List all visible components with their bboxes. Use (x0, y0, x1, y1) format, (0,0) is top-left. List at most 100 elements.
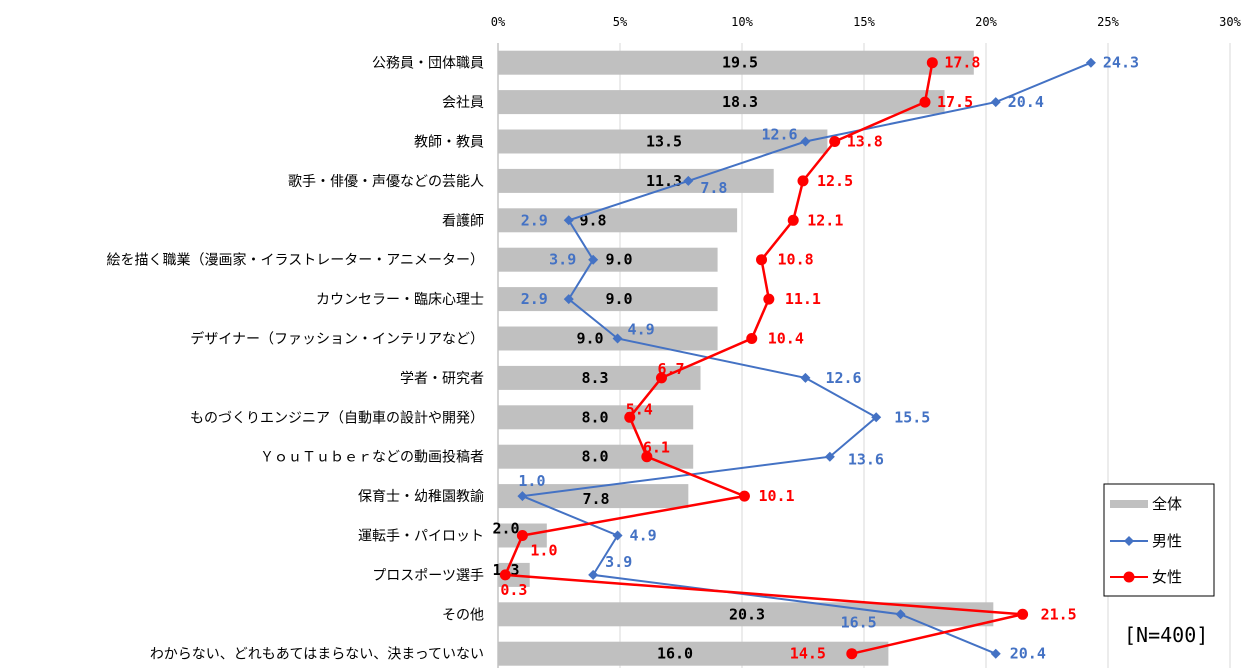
male-value-label: 16.5 (841, 613, 877, 631)
category-label: ＹｏｕＴｕｂｅｒなどの動画投稿者 (260, 450, 484, 466)
legend-marker-circle (1123, 571, 1135, 583)
female-value-label: 17.5 (937, 93, 973, 111)
male-point (1085, 57, 1096, 68)
male-point (588, 254, 599, 265)
female-value-label: 0.3 (500, 581, 527, 599)
female-point (1017, 608, 1029, 620)
x-tick-label: 0% (491, 15, 506, 29)
category-label: 会社員 (442, 95, 484, 111)
bar-value-label: 2.0 (492, 520, 519, 538)
male-point (563, 215, 574, 226)
female-point (499, 569, 511, 581)
male-value-label: 3.9 (605, 553, 632, 571)
category-label: プロスポーツ選手 (372, 568, 484, 584)
female-point (624, 411, 636, 423)
male-value-label: 13.6 (848, 451, 884, 469)
male-point (517, 491, 528, 502)
male-value-label: 1.0 (518, 472, 545, 490)
female-point (641, 451, 653, 463)
female-value-label: 10.4 (768, 330, 804, 348)
category-label: 絵を描く職業（漫画家・イラストレーター・アニメーター） (107, 252, 484, 269)
bar (498, 50, 974, 75)
male-series-line (518, 61, 1092, 655)
x-tick-label: 30% (1219, 15, 1241, 29)
bar (498, 129, 828, 154)
male-point (895, 609, 906, 620)
bar-value-label: 9.0 (605, 290, 632, 308)
female-point (655, 372, 667, 384)
bar-value-labels: 19.5 18.3 13.5 11.3 9.8 9.0 9.0 9.0 8.3 8.0 8.0 7.8… (492, 54, 765, 663)
bar-value-label: 11.3 (646, 172, 682, 190)
category-label: 公務員・団体職員 (372, 56, 484, 72)
male-point (824, 451, 835, 462)
legend-label: 女性 (1152, 568, 1182, 586)
category-label: 保育士・幼稚園教諭 (358, 489, 484, 505)
male-value-label: 4.9 (630, 527, 657, 545)
category-label: 学者・研究者 (400, 371, 484, 387)
male-point (871, 412, 882, 423)
female-point (763, 293, 775, 305)
male-point (990, 97, 1001, 108)
bar-value-label: 9.0 (576, 330, 603, 348)
female-value-label: 6.7 (657, 360, 684, 378)
legend-label: 全体 (1152, 495, 1182, 513)
female-point (919, 96, 931, 108)
female-value-label: 6.1 (643, 439, 670, 457)
line-value-labels: 24.3 20.4 12.6 7.8 2.9 3.9 2.9 4.9 12.6 15.5 13.6 1… (500, 54, 1139, 663)
category-label: デザイナー（ファッション・インテリアなど） (190, 331, 484, 348)
female-value-label: 10.8 (778, 251, 814, 269)
male-point (612, 530, 623, 541)
legend-swatch-total (1110, 500, 1148, 508)
female-value-label: 12.5 (817, 172, 853, 190)
male-value-label: 20.4 (1008, 93, 1044, 111)
x-tick-label: 10% (731, 15, 753, 29)
category-label: 教師・教員 (414, 135, 484, 151)
x-tick-label: 15% (853, 15, 875, 29)
bar (498, 168, 774, 193)
male-value-label: 12.6 (761, 126, 797, 144)
x-tick-label: 25% (1097, 15, 1119, 29)
male-value-label: 20.4 (1010, 645, 1046, 663)
female-value-label: 5.4 (626, 400, 653, 418)
bar (498, 405, 694, 430)
category-label: その他 (442, 607, 484, 623)
male-value-label: 3.9 (549, 251, 576, 269)
female-value-label: 1.0 (530, 542, 557, 560)
category-labels: 公務員・団体職員会社員教師・教員歌手・俳優・声優などの芸能人看護師絵を描く職業（… (107, 56, 484, 663)
bar (498, 208, 738, 233)
category-label: 運転手・パイロット (358, 529, 484, 545)
male-value-label: 4.9 (628, 321, 655, 339)
bar-value-label: 9.0 (605, 251, 632, 269)
bar-value-label: 9.8 (579, 211, 606, 229)
female-point (829, 136, 841, 147)
male-value-label: 2.9 (521, 211, 548, 229)
bar-value-label: 20.3 (729, 605, 765, 623)
male-point (800, 372, 811, 383)
bar-value-label: 8.3 (581, 369, 608, 387)
category-label: ものづくりエンジニア（自動車の設計や開発） (190, 409, 484, 426)
female-value-label: 10.1 (758, 487, 794, 505)
line-series (499, 57, 1096, 660)
female-point (846, 648, 858, 660)
bar (498, 444, 694, 469)
bar-value-label: 7.8 (582, 490, 609, 508)
male-point (800, 136, 811, 147)
female-value-label: 13.8 (847, 133, 883, 151)
category-label: 歌手・俳優・声優などの芸能人 (288, 174, 484, 190)
bar-value-label: 19.5 (722, 54, 758, 72)
bar (498, 287, 718, 312)
female-value-label: 14.5 (790, 645, 826, 663)
female-point (738, 490, 750, 502)
female-point (756, 254, 768, 266)
category-label: 看護師 (442, 213, 484, 229)
x-tick-label: 20% (975, 15, 997, 29)
legend-marker-diamond (1124, 536, 1134, 546)
female-point (746, 333, 758, 344)
male-point (612, 333, 623, 344)
female-series-line (503, 62, 1023, 655)
female-point (926, 57, 938, 69)
category-label: わからない、どれもあてはまらない、決まっていない (150, 647, 484, 663)
female-value-label: 11.1 (785, 290, 821, 308)
bar-value-label: 13.5 (646, 133, 682, 151)
male-value-label: 7.8 (700, 179, 727, 197)
